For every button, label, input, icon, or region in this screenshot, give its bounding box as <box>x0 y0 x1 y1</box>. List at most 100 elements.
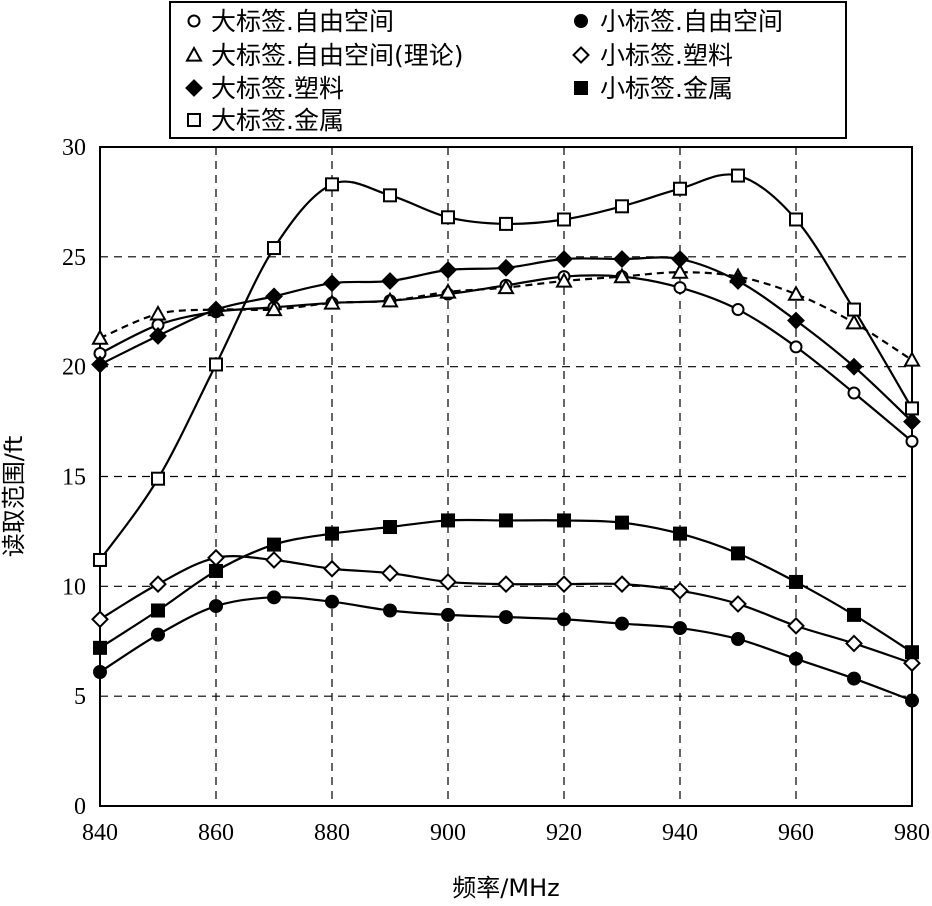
data-point-s2 <box>671 263 689 279</box>
data-point-s6 <box>903 654 921 673</box>
legend-marker-3 <box>185 79 203 97</box>
data-point-s3 <box>91 355 109 374</box>
data-point-s4 <box>905 401 919 416</box>
legend-entry-3: 大标签.塑料 <box>211 74 344 103</box>
data-point-s7 <box>673 526 687 541</box>
data-point-s2 <box>149 304 167 321</box>
data-point-s1 <box>847 386 861 400</box>
data-point-s6 <box>845 634 863 653</box>
data-point-s6 <box>613 575 631 594</box>
data-point-s3 <box>845 357 863 376</box>
legend-entry-2: 大标签.自由空间(理论) <box>211 41 463 70</box>
data-point-s5 <box>731 632 745 647</box>
data-point-s5 <box>267 590 281 605</box>
data-point-s1 <box>673 281 687 295</box>
x-tick-label: 940 <box>662 820 698 846</box>
data-point-s5 <box>151 627 165 642</box>
data-point-s4 <box>557 212 571 227</box>
data-point-s5 <box>905 693 919 708</box>
data-point-s5 <box>209 599 223 614</box>
x-tick-label: 960 <box>778 820 814 846</box>
data-point-s7 <box>905 645 919 660</box>
data-point-s4 <box>209 357 223 372</box>
data-point-s7 <box>151 603 165 618</box>
data-point-s4 <box>383 188 397 203</box>
data-point-s6 <box>729 594 747 613</box>
data-point-s3 <box>555 250 573 268</box>
data-point-s7 <box>499 513 513 528</box>
data-point-s5 <box>499 610 513 625</box>
data-point-s3 <box>787 311 805 330</box>
plot-area-frame <box>99 146 913 807</box>
data-point-s4 <box>847 302 861 317</box>
data-point-s3 <box>323 274 341 293</box>
data-point-s2 <box>845 313 863 330</box>
y-tick-label: 25 <box>62 245 86 271</box>
data-point-s2 <box>903 351 921 367</box>
y-tick-label: 20 <box>62 355 86 381</box>
y-axis-ticks: 0 5 10 15 20 25 30 <box>62 135 86 820</box>
y-axis-label: 读取范围/ft <box>0 436 28 558</box>
data-point-s6 <box>671 581 689 600</box>
legend-marker-7 <box>574 81 588 95</box>
legend-marker-4 <box>187 113 201 127</box>
data-point-s7 <box>615 515 629 530</box>
y-tick-label: 5 <box>74 684 86 710</box>
data-point-s4 <box>441 210 455 225</box>
data-point-s6 <box>497 575 515 594</box>
data-point-s6 <box>265 551 283 569</box>
legend-marker-1 <box>187 14 201 28</box>
data-point-s7 <box>325 526 339 541</box>
legend-entry-7: 小标签.金属 <box>600 74 733 103</box>
data-point-s3 <box>149 326 167 345</box>
data-point-s2 <box>381 291 399 308</box>
data-point-s4 <box>151 471 165 486</box>
data-point-s7 <box>847 607 861 622</box>
legend-marker-6 <box>572 46 590 64</box>
data-point-s2 <box>555 271 573 288</box>
data-point-s7 <box>441 513 455 528</box>
data-point-s3 <box>671 250 689 268</box>
x-tick-label: 840 <box>82 820 118 846</box>
data-point-s6 <box>149 575 167 594</box>
data-point-s4 <box>789 212 803 227</box>
legend-entry-6: 小标签.塑料 <box>600 41 733 70</box>
data-point-s1 <box>789 340 803 354</box>
data-point-s4 <box>731 168 745 183</box>
data-point-s3 <box>265 287 283 306</box>
data-point-s6 <box>91 610 109 629</box>
data-point-s5 <box>847 671 861 686</box>
data-point-s3 <box>439 261 457 279</box>
data-point-s6 <box>207 548 225 567</box>
data-point-s6 <box>787 616 805 635</box>
x-tick-label: 880 <box>314 820 350 846</box>
data-point-s1 <box>905 434 919 448</box>
data-point-s3 <box>613 250 631 268</box>
data-point-s7 <box>383 520 397 535</box>
data-point-s7 <box>267 537 281 552</box>
x-axis-label: 频率/MHz <box>452 874 559 902</box>
data-point-s4 <box>325 177 339 192</box>
data-point-s5 <box>789 651 803 666</box>
data-point-s4 <box>93 552 107 567</box>
y-tick-label: 30 <box>62 135 86 161</box>
data-point-s5 <box>383 603 397 618</box>
x-tick-label: 900 <box>430 820 466 846</box>
y-tick-label: 15 <box>62 465 86 491</box>
data-point-s5 <box>557 612 571 627</box>
data-point-s3 <box>497 258 515 277</box>
data-point-s3 <box>381 272 399 290</box>
data-point-s2 <box>497 278 515 295</box>
x-tick-label: 980 <box>894 820 930 846</box>
data-point-s2 <box>787 285 805 301</box>
data-point-s4 <box>673 181 687 196</box>
legend-frame <box>169 1 847 139</box>
y-tick-label: 10 <box>62 574 86 600</box>
data-point-s4 <box>267 241 281 256</box>
data-point-s6 <box>381 564 399 583</box>
data-point-s7 <box>93 640 107 655</box>
data-point-s5 <box>673 621 687 636</box>
legend-entry-5: 小标签.自由空间 <box>600 7 783 36</box>
